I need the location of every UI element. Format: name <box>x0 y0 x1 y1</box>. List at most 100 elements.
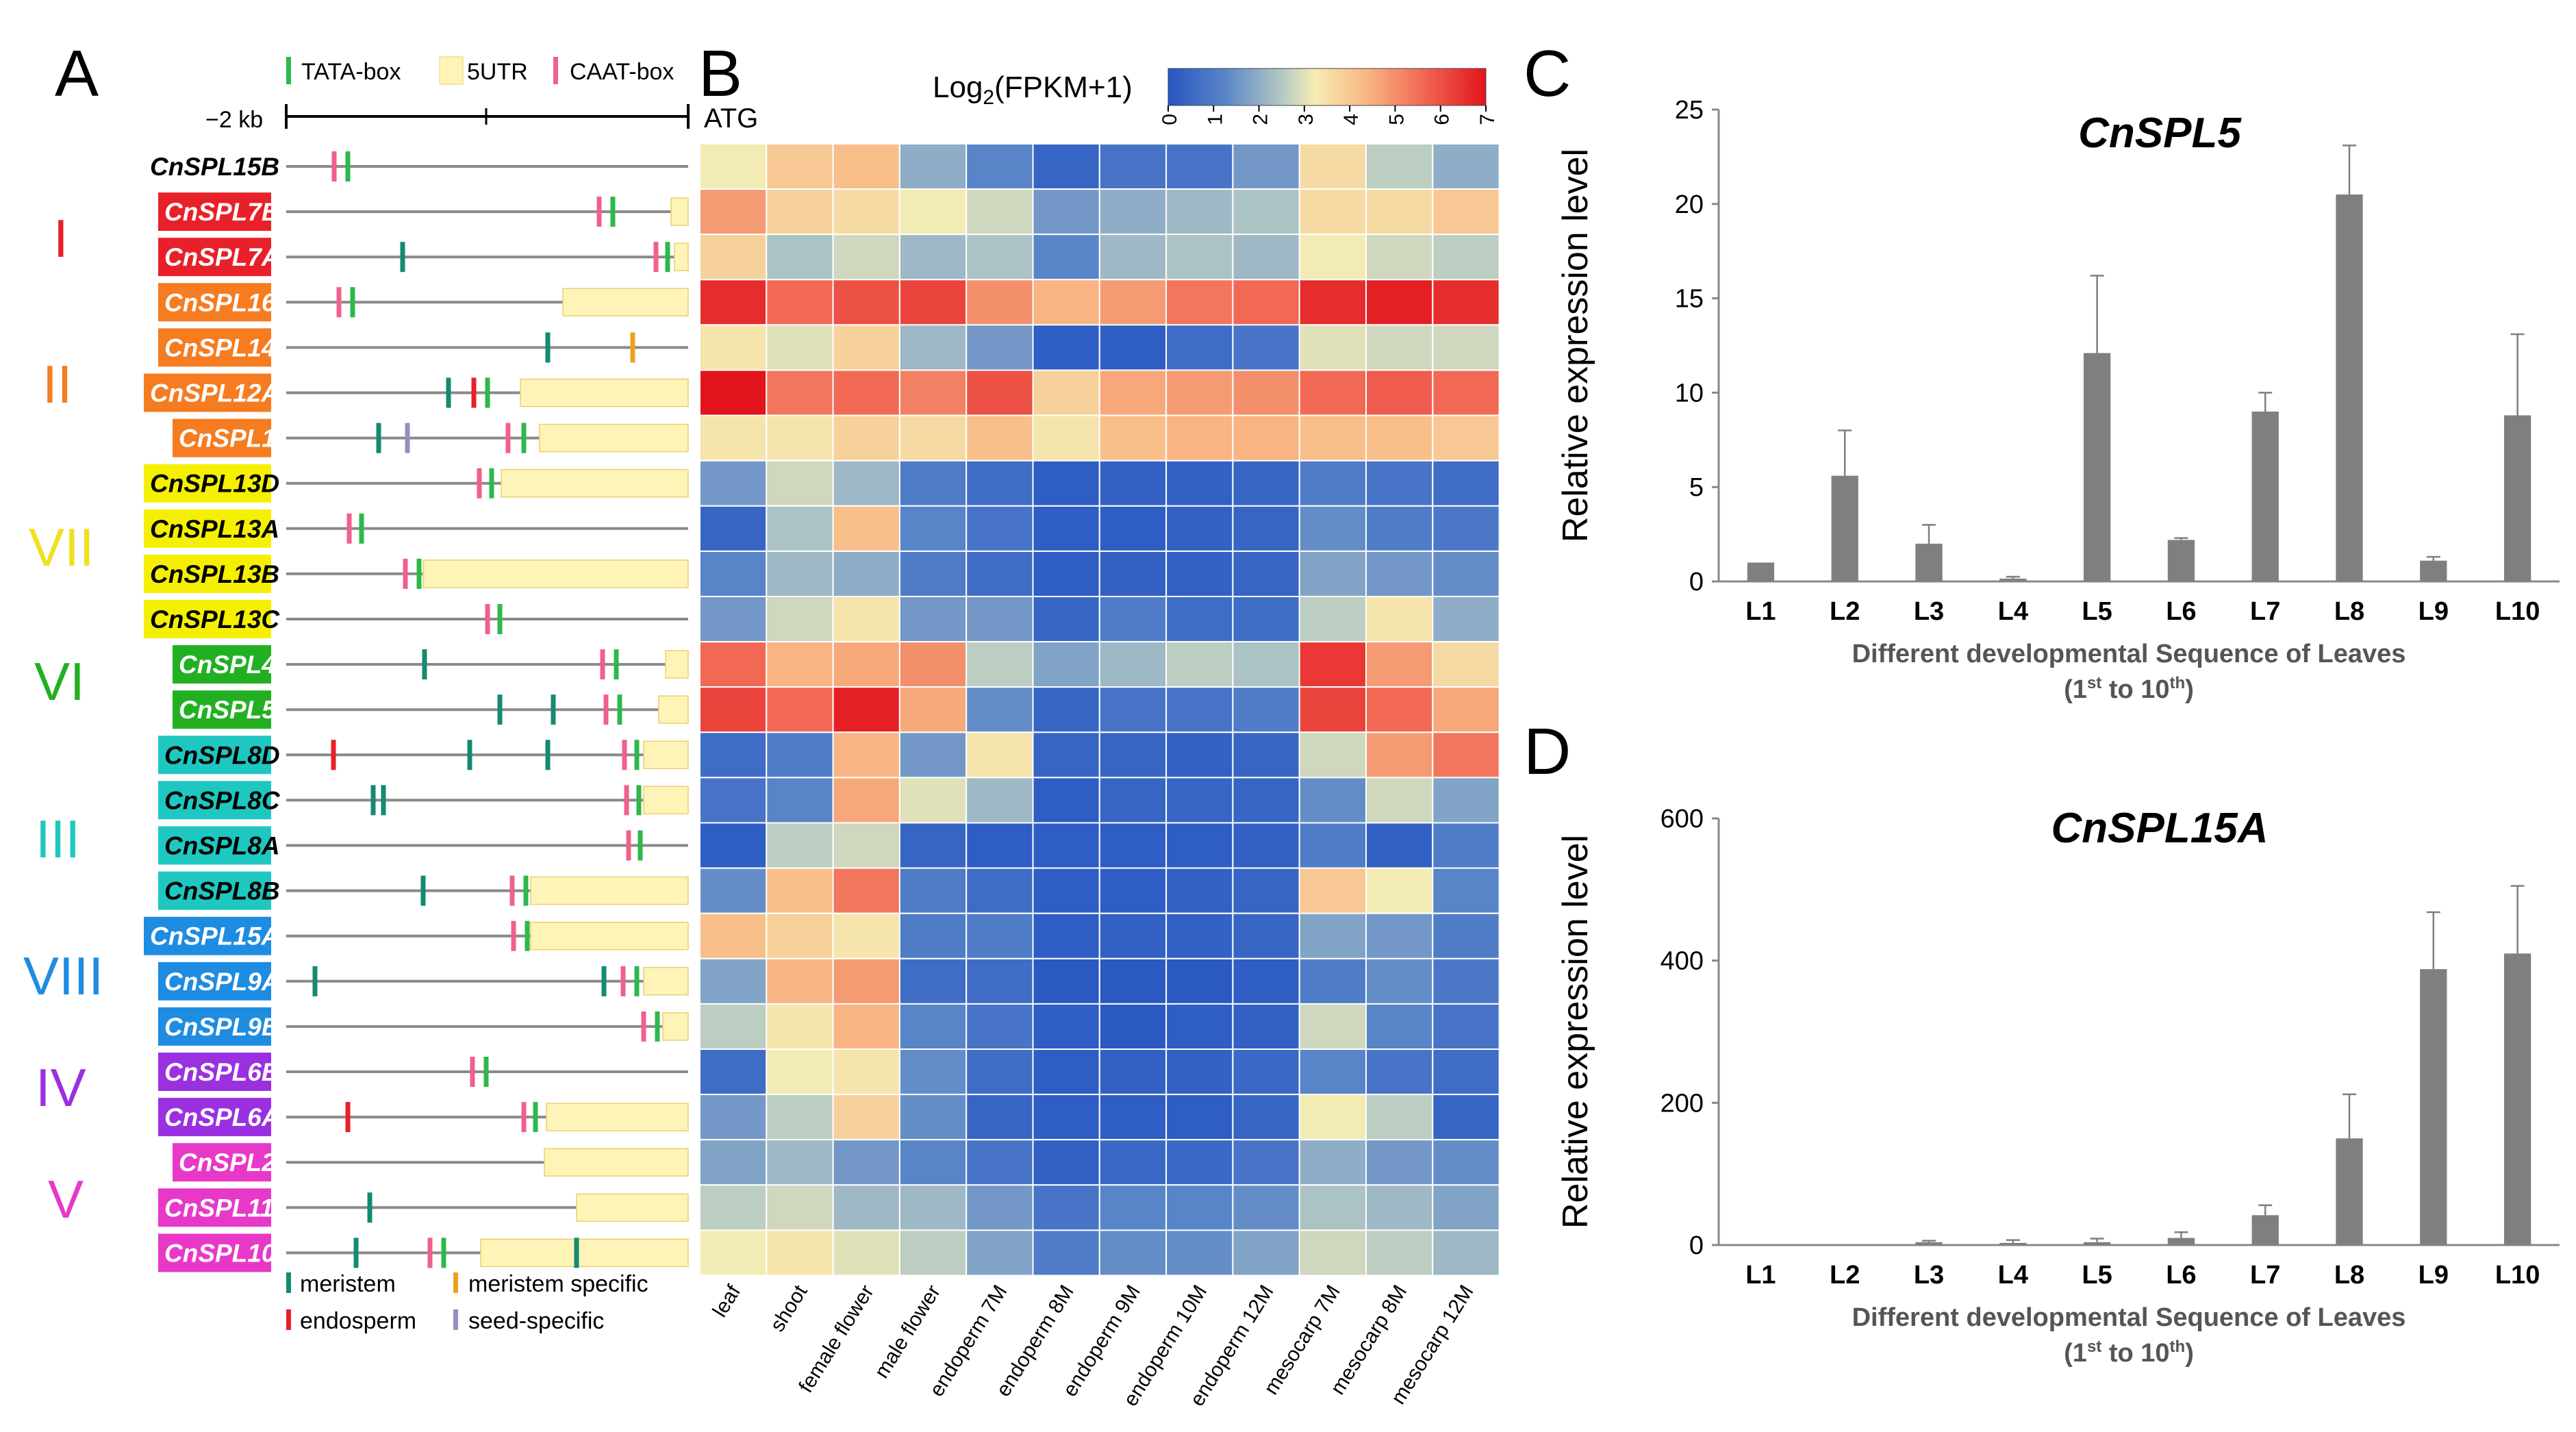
heatmap-cell <box>1165 505 1234 552</box>
heatmap-cell <box>766 777 834 824</box>
gene-row: CnSPL15A <box>144 916 689 955</box>
gene-row: CnSPL14 <box>158 328 688 367</box>
panel-letter-b: B <box>698 37 742 110</box>
heatmap-cell <box>898 369 968 416</box>
heatmap-cell <box>1165 1184 1234 1231</box>
heatmap-cell <box>699 686 768 733</box>
heatmap-cell <box>1232 1184 1300 1231</box>
heatmap-cell <box>1165 143 1234 190</box>
gene-label-background <box>158 736 271 775</box>
heatmap-cell <box>965 234 1034 281</box>
heatmap-cell <box>898 279 968 326</box>
heatmap-cell <box>699 279 768 326</box>
heatmap-cell <box>832 641 900 688</box>
bar <box>2251 411 2279 581</box>
group-label-v: V <box>48 1169 84 1229</box>
heatmap-cell <box>898 641 968 688</box>
heatmap-cell <box>1165 414 1234 462</box>
gene-row: CnSPL8B <box>158 871 689 910</box>
gene-name: CnSPL2 <box>179 1148 276 1177</box>
heatmap-cell <box>1365 143 1434 190</box>
cis-element-mark <box>624 785 629 816</box>
cis-element-mark <box>634 740 640 770</box>
heatmap-cell <box>699 369 768 416</box>
gene-row: CnSPL13C <box>144 600 688 638</box>
cis-element-mark <box>400 242 405 273</box>
heatmap-cell <box>1298 324 1367 371</box>
meristem-specific-swatch <box>453 1272 458 1293</box>
heatmap-cell <box>1432 867 1500 914</box>
heatmap-cell <box>965 867 1034 914</box>
heatmap-cell <box>766 957 834 1005</box>
heatmap-cell <box>898 234 968 281</box>
heatmap-cell <box>766 1003 834 1051</box>
heatmap-cell <box>1365 957 1434 1005</box>
utr-region <box>643 740 689 770</box>
group-label-ii: II <box>42 354 72 414</box>
cis-element-mark <box>509 875 515 906</box>
y-tick-label: 15 <box>1675 285 1704 314</box>
utr-region <box>501 468 689 498</box>
x-tick-label: L5 <box>2082 1261 2112 1290</box>
gene-rows: CnSPL15B CnSPL7B CnSPL7A CnSPL16 CnSPL14 CnSP… <box>144 147 689 1272</box>
gene-row: CnSPL6B <box>158 1053 688 1091</box>
heatmap-cell <box>699 1229 768 1277</box>
heatmap-cell <box>1098 279 1167 326</box>
cis-element-mark <box>483 1057 489 1087</box>
gene-row: CnSPL5 <box>173 690 689 729</box>
heatmap-cell <box>1298 1048 1367 1096</box>
heatmap-cell <box>965 550 1034 598</box>
heatmap-cell <box>1098 777 1167 824</box>
gene-label-background <box>158 283 271 322</box>
heatmap-cell <box>1298 1003 1367 1051</box>
panel-letter-a: A <box>55 37 99 110</box>
y-tick-label: 20 <box>1675 190 1704 219</box>
heatmap-cell <box>1165 1094 1234 1141</box>
heatmap-column-label: leaf <box>709 1281 746 1321</box>
cis-element-mark <box>497 604 503 634</box>
heatmap-cell <box>766 1139 834 1186</box>
gene-row: CnSPL7A <box>158 238 689 277</box>
heatmap-cell <box>1365 234 1434 281</box>
utr-region <box>544 1148 689 1177</box>
heatmap-cell <box>1165 777 1234 824</box>
bar <box>1831 475 1858 581</box>
heatmap-cell <box>832 777 900 824</box>
heatmap-cell <box>1432 1094 1500 1141</box>
heatmap-cell <box>1098 686 1167 733</box>
heatmap-cell <box>898 1094 968 1141</box>
gene-label-background <box>144 147 271 186</box>
heatmap-cell <box>965 912 1034 959</box>
heatmap-cell <box>898 414 968 462</box>
heatmap-cell <box>898 460 968 507</box>
heatmap-cell <box>1298 912 1367 959</box>
gene-name: CnSPL4 <box>179 651 276 679</box>
utr-swatch <box>439 56 464 85</box>
heatmap-cell <box>1432 686 1500 733</box>
gene-label-background <box>158 192 271 231</box>
heatmap-cell <box>1098 1229 1167 1277</box>
gene-name: CnSPL11 <box>164 1194 274 1222</box>
cis-element-mark <box>653 242 659 273</box>
heatmap-cell <box>1232 369 1300 416</box>
x-tick-label: L4 <box>1998 597 2028 626</box>
heatmap-cell <box>1165 1003 1234 1051</box>
heatmap-cell <box>766 822 834 869</box>
heatmap-cell <box>1232 234 1300 281</box>
heatmap-cell <box>1432 279 1500 326</box>
gene-name: CnSPL8D <box>164 741 280 769</box>
heatmap-cell <box>699 596 768 643</box>
heatmap-cell <box>1032 505 1100 552</box>
heatmap-cell <box>898 867 968 914</box>
heatmap-cell <box>965 460 1034 507</box>
heatmap-cell <box>1165 957 1234 1005</box>
heatmap-cell <box>1165 188 1234 236</box>
cis-element-mark <box>600 649 605 680</box>
heatmap-cell <box>1032 143 1100 190</box>
heatmap-cell <box>832 686 900 733</box>
cis-element-mark <box>331 740 336 770</box>
heatmap-cell <box>1165 596 1234 643</box>
gene-name: CnSPL12A <box>150 379 279 407</box>
gene-name: CnSPL5 <box>179 696 277 724</box>
heatmap-cell <box>1232 912 1300 959</box>
